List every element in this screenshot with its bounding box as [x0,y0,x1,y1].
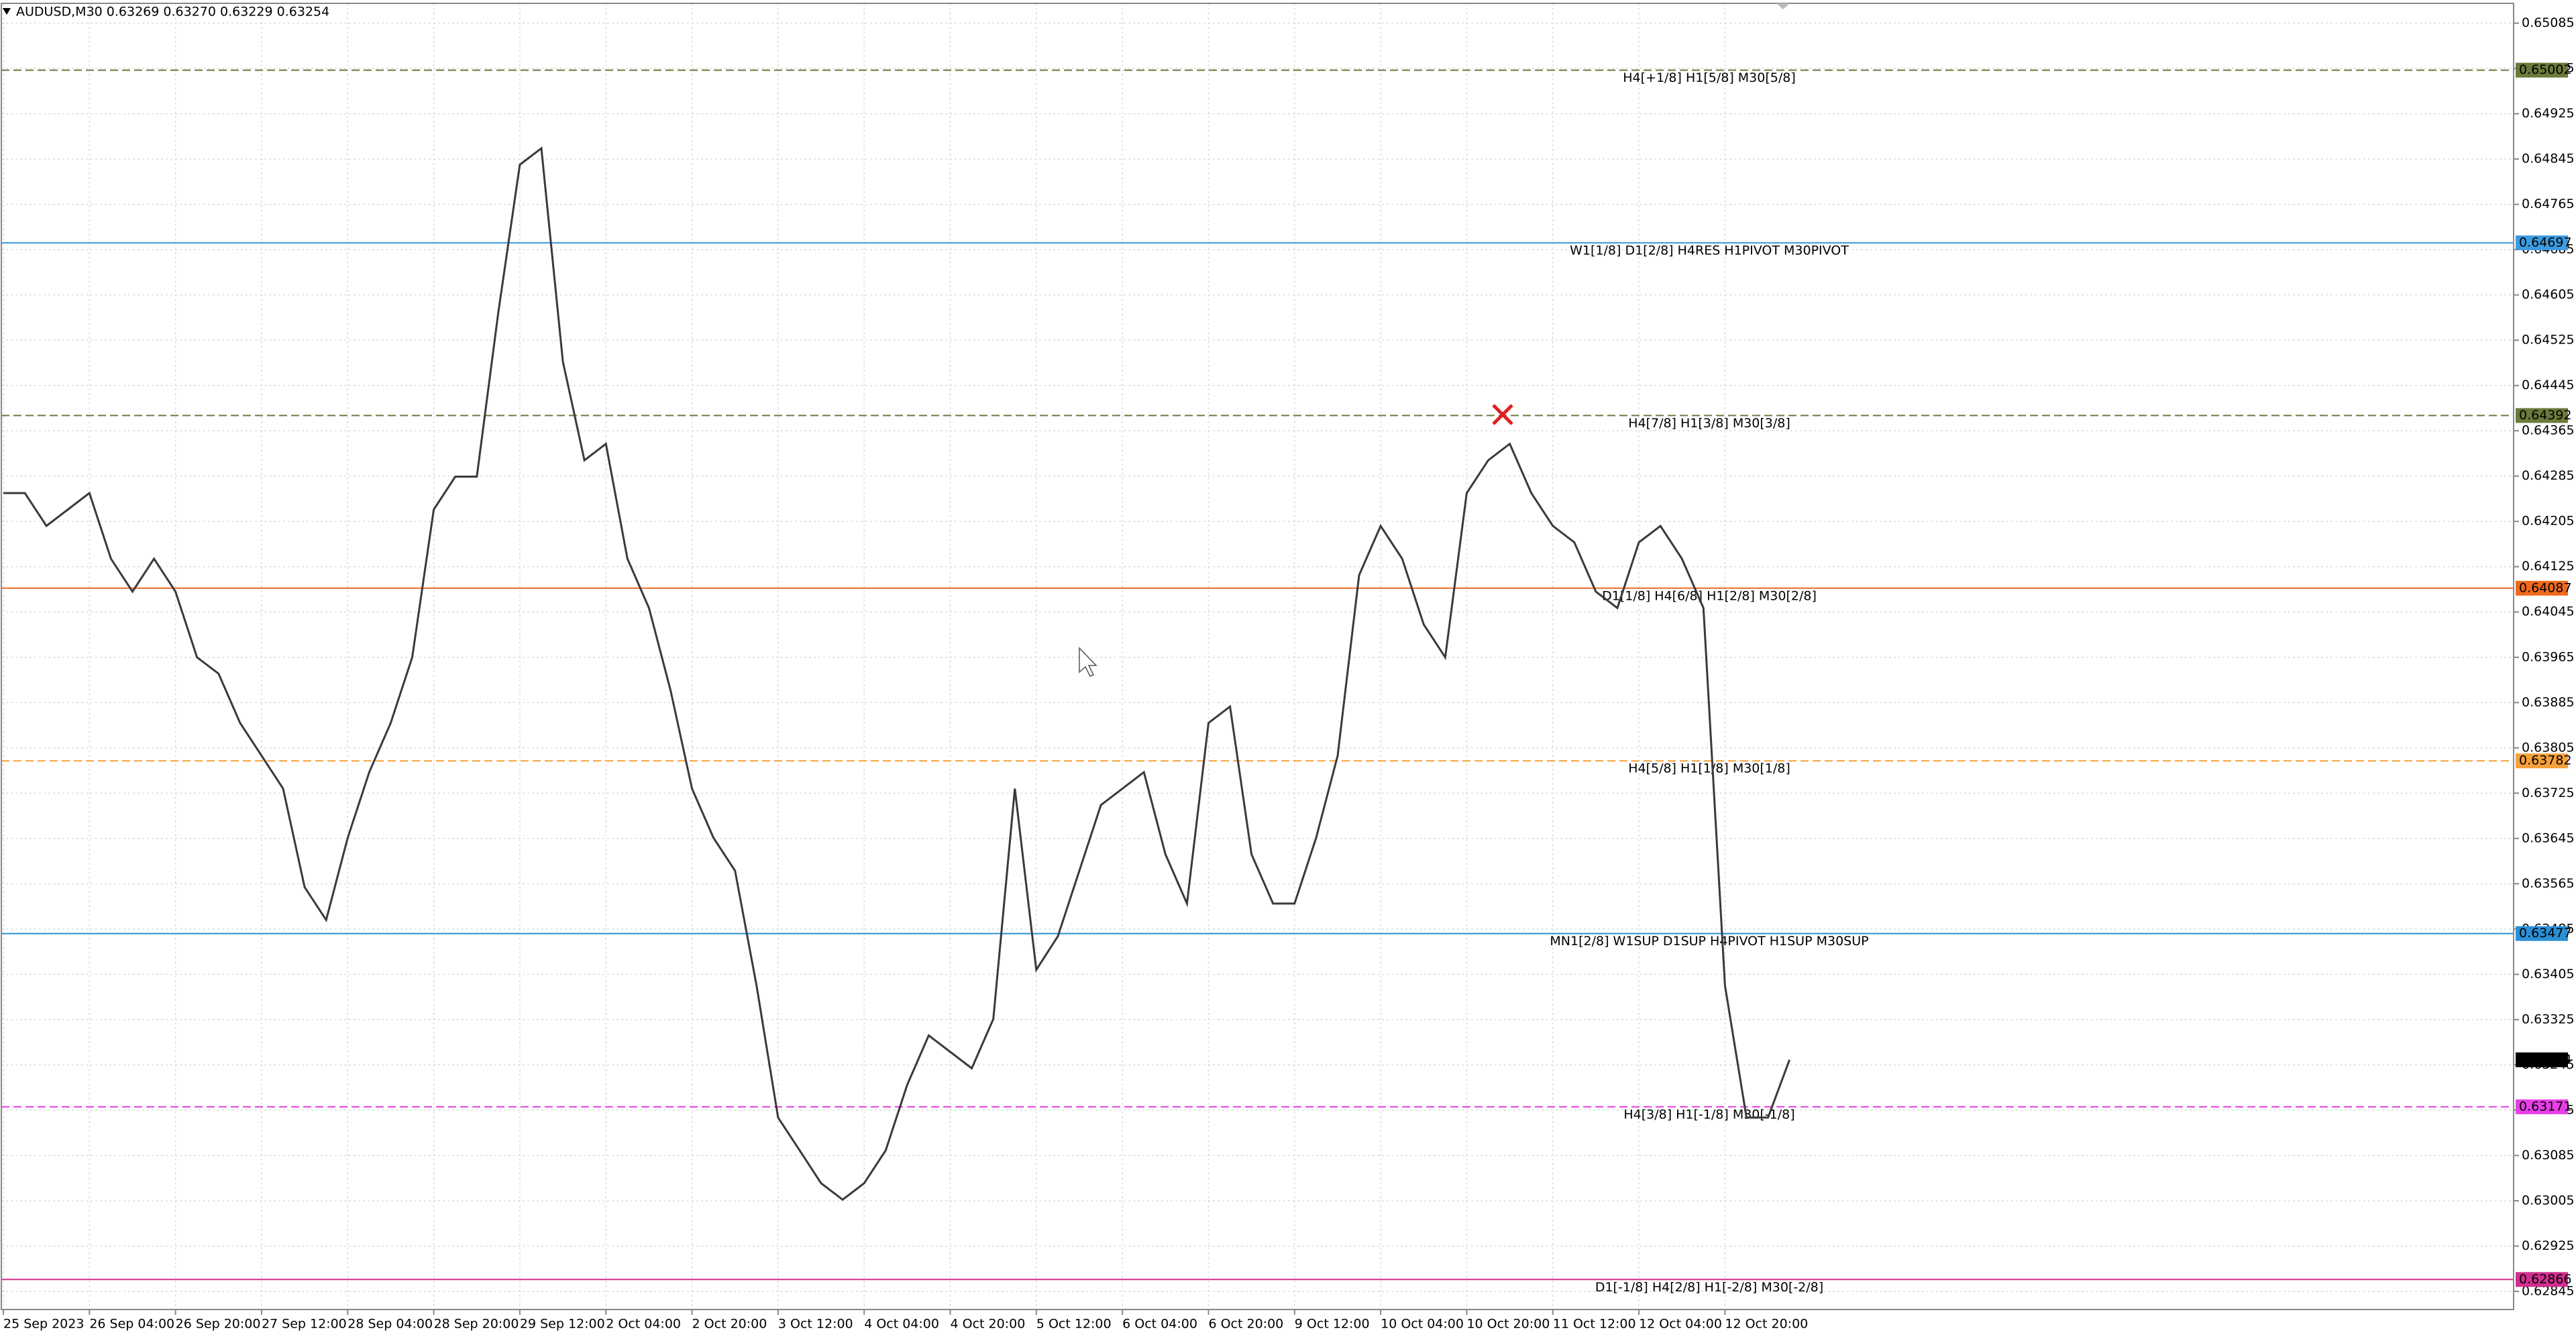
y-tick-label: 0.64445 [2522,378,2575,392]
y-tick-label: 0.64365 [2522,423,2575,438]
x-tick-label: 28 Sep 20:00 [434,1317,519,1332]
price-axis: 0.650850.650050.649250.648450.647650.646… [3,15,2575,1332]
series [3,146,1791,1201]
y-tick-label: 0.63885 [2522,695,2575,710]
x-tick-label: 10 Oct 04:00 [1381,1317,1464,1332]
level-label: H4[+1/8] H1[5/8] M30[5/8] [1623,70,1796,85]
y-tick-label: 0.64845 [2522,152,2575,166]
level-label: W1[1/8] D1[2/8] H4RES H1PIVOT M30PIVOT [1570,243,1849,258]
shift-marker[interactable] [1776,3,1790,9]
y-tick-label: 0.63405 [2522,967,2575,981]
x-tick-label: 28 Sep 04:00 [347,1317,433,1332]
level-label: H4[5/8] H1[1/8] M30[1/8] [1628,761,1790,776]
x-tick-label: 12 Oct 20:00 [1725,1317,1808,1332]
x-tick-label: 29 Sep 12:00 [520,1317,605,1332]
price-badge [2516,62,2568,78]
level-label: D1[1/8] H4[6/8] H1[2/8] M30[2/8] [1602,588,1817,603]
y-tick-label: 0.63085 [2522,1148,2575,1163]
last-price-label: 0.63254 [2519,1052,2572,1067]
x-tick-label: 10 Oct 20:00 [1466,1317,1550,1332]
x-tick-label: 3 Oct 12:00 [778,1317,853,1332]
last-price-badge [2516,1052,2568,1067]
y-tick-label: 0.63725 [2522,786,2575,800]
level-label: MN1[2/8] W1SUP D1SUP H4PIVOT H1SUP M30SU… [1550,934,1868,949]
price-line [3,146,1791,1201]
y-tick-label: 0.64285 [2522,468,2575,483]
level-label: D1[-1/8] H4[2/8] H1[-2/8] M30[-2/8] [1595,1280,1823,1295]
price-badge [2516,926,2568,941]
chart-header: AUDUSD,M30 0.63269 0.63270 0.63229 0.632… [16,5,329,19]
x-tick-label: 25 Sep 2023 [3,1317,84,1332]
price-badge [2516,1272,2568,1287]
y-tick-label: 0.64765 [2522,197,2575,211]
y-tick-label: 0.64205 [2522,514,2575,529]
price-badge-label: 0.64697 [2519,235,2572,250]
menu-arrow[interactable] [3,8,11,15]
x-tick-label: 26 Sep 04:00 [89,1317,174,1332]
price-badge-label: 0.64087 [2519,580,2572,595]
y-tick-label: 0.64045 [2522,604,2575,619]
x-tick-label: 2 Oct 04:00 [606,1317,681,1332]
price-badge-label: 0.65002 [2519,62,2572,77]
y-tick-label: 0.63645 [2522,831,2575,845]
signal-marker [1492,404,1513,425]
price-badge-label: 0.63477 [2519,926,2572,941]
x-tick-label: 4 Oct 20:00 [951,1317,1026,1332]
y-tick-label: 0.65085 [2522,15,2575,30]
x-tick-label: 5 Oct 12:00 [1036,1317,1112,1332]
price-badge-label: 0.64392 [2519,408,2572,423]
x-tick-label: 9 Oct 12:00 [1295,1317,1370,1332]
x-tick-label: 11 Oct 12:00 [1553,1317,1636,1332]
y-tick-label: 0.63005 [2522,1193,2575,1208]
x-tick-label: 27 Sep 12:00 [262,1317,347,1332]
level-label: H4[7/8] H1[3/8] M30[3/8] [1628,416,1790,431]
y-tick-label: 0.64925 [2522,106,2575,121]
y-tick-label: 0.63325 [2522,1012,2575,1026]
x-tick-label: 26 Sep 20:00 [176,1317,261,1332]
price-badge [2516,753,2568,769]
y-tick-label: 0.62845 [2522,1283,2575,1298]
x-tick-label: 6 Oct 20:00 [1208,1317,1283,1332]
grid [1,3,2514,1309]
y-tick-label: 0.62925 [2522,1238,2575,1253]
x-tick-label: 2 Oct 20:00 [692,1317,767,1332]
plot-border [1,3,2514,1310]
price-badge [2516,235,2568,250]
price-badge [2516,580,2568,596]
price-badge-label: 0.63782 [2519,753,2572,768]
y-tick-label: 0.63565 [2522,876,2575,891]
x-tick-label: 4 Oct 04:00 [864,1317,939,1332]
y-tick-label: 0.63805 [2522,740,2575,755]
price-badge-label: 0.63171 [2519,1099,2572,1114]
price-badge [2516,1099,2568,1114]
y-tick-label: 0.64525 [2522,333,2575,347]
y-tick-label: 0.64125 [2522,559,2575,574]
y-tick-label: 0.63965 [2522,649,2575,664]
y-tick-label: 0.64605 [2522,287,2575,302]
mouse-cursor [1079,647,1097,677]
price-badge [2516,408,2568,423]
price-badge-label: 0.62866 [2519,1272,2572,1287]
x-tick-label: 12 Oct 04:00 [1639,1317,1722,1332]
x-tick-label: 6 Oct 04:00 [1122,1317,1197,1332]
